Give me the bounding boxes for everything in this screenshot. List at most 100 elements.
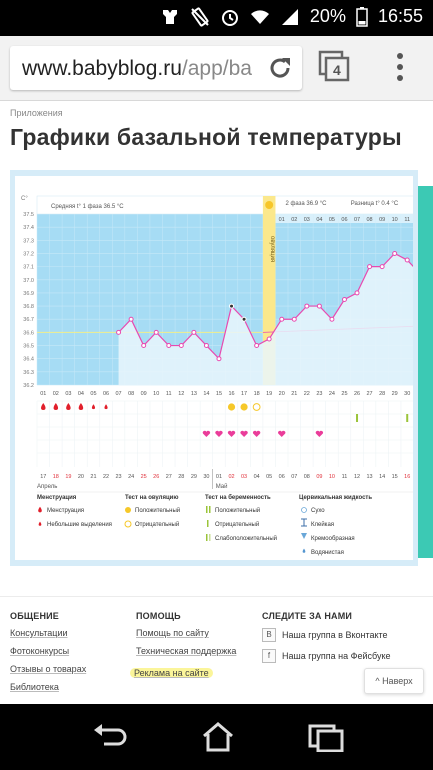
home-icon[interactable] [198,722,238,752]
cycle-day-label: 30 [404,391,410,397]
date-label: 12 [354,474,360,480]
date-label: 18 [53,474,59,480]
top-day-cell [288,214,301,223]
temperature-point [216,356,222,362]
legend-title-cervical: Цервикальная жидкость [299,495,372,501]
footer-link-ads[interactable]: Реклама на сайте [130,668,236,678]
back-to-top-button[interactable]: ^ Наверх [364,668,424,694]
rotate-off-icon [191,7,209,26]
date-label: 13 [367,474,373,480]
date-label: 14 [379,474,385,480]
y-tick-label: 36.3 [23,370,34,376]
top-day-cell [313,214,326,223]
cycle-day-label: 16 [228,391,234,397]
legend-sticky-icon [301,518,307,527]
footer-link[interactable]: Техническая поддержка [136,646,237,656]
page-title: Графики базальной температуры [10,124,402,150]
menstruation-drop-icon [41,403,46,410]
legend-pregtest-weak-icon [206,534,208,541]
legend-ovtest-pos-icon [125,507,131,513]
footer-link[interactable]: Помощь по сайту [136,628,209,638]
footer-link[interactable]: Фотоконкурсы [10,646,70,656]
cycle-day-label: 01 [40,391,46,397]
temperature-point [229,303,235,309]
legend-dry-icon [301,507,307,513]
temperature-point [291,316,297,322]
facebook-link[interactable]: f Наша группа на Фейсбуке [262,649,391,663]
date-label: 22 [103,474,109,480]
top-day-cell [375,214,389,223]
legend-creamy: Кремообразная [311,536,355,542]
legend-pregtest-weak: Слабоположительный [215,535,277,542]
bbt-chart: 37.5 37.4 37.3 37.2 37.1 37.0 36.9 36.8 36.7 36.6… [21,195,413,556]
recent-apps-icon[interactable] [306,722,346,752]
wifi-icon [250,9,269,24]
legend-ovtest-neg-icon [124,520,132,528]
date-label: 19 [65,474,71,480]
footer-link[interactable]: Библиотека [10,682,59,692]
intercourse-heart-icon [202,430,211,437]
temperature-point [141,343,147,349]
reload-icon[interactable] [266,54,294,82]
intercourse-heart-icon [315,430,323,437]
date-label: 28 [178,474,184,480]
legend-pregtest-neg: Отрицательный [215,521,259,528]
temperature-point [178,343,184,349]
legend-pregtest-pos: Положительный [215,507,260,514]
cycle-day-label: 07 [116,391,122,397]
date-label: 03 [241,474,247,480]
temperature-point [241,316,247,322]
date-label: 10 [329,474,335,480]
cycle-day-label: 17 [241,391,247,397]
ovulation-test-positive-icon [227,403,236,411]
footer-link[interactable]: Консультации [10,628,68,638]
intercourse-heart-icon [240,430,248,437]
cycle-day-label: 13 [191,391,197,397]
y-tick-label: 37.3 [23,238,34,244]
top-day-cell [325,214,339,223]
cycle-day-label: 27 [367,391,373,397]
legend-watery: Водянистая [311,550,344,556]
footer-link[interactable]: Отзывы о товарах [10,664,87,674]
vk-link[interactable]: B Наша группа в Вконтакте [262,628,391,642]
cycle-day-label: 25 [341,391,347,397]
top-day-label: 11 [404,217,410,223]
footer-col-community: ОБЩЕНИЕ Консультации Фотоконкурсы Отзывы… [10,611,86,700]
back-icon[interactable] [90,722,130,752]
footer-col-follow: СЛЕДИТЕ ЗА НАМИ B Наша группа в Вконтакте… [262,611,391,670]
breadcrumb[interactable]: Приложения [10,108,63,118]
date-label: 07 [291,474,297,480]
cycle-day-label: 24 [329,391,335,397]
battery-percent: 20% [309,6,346,26]
date-label: 29 [191,474,197,480]
url-path: /app/ba [181,57,252,80]
cycle-day-label: 26 [354,391,360,397]
legend-menstruation-icon [38,506,42,513]
cycle-day-label: 22 [304,391,310,397]
legend-ovtest-pos: Положительный [135,507,180,514]
overflow-menu-icon[interactable] [395,52,405,82]
intercourse-heart-icon [253,430,261,437]
month-label-may: Май [216,483,228,490]
cycle-day-label: 11 [166,391,172,397]
temperature-point [392,250,398,256]
temperature-area [118,253,413,385]
footer-heading: ПОМОЩЬ [136,611,181,621]
date-label: 16 [404,474,410,480]
top-day-label: 08 [367,217,373,223]
date-label: 24 [128,474,134,480]
side-tab[interactable] [418,186,433,558]
cycle-day-label: 02 [53,391,59,397]
address-bar[interactable]: www.babyblog.ru/app/ba [10,46,302,90]
top-day-label: 09 [379,217,385,223]
legend-pregtest-pos-icon-2 [209,506,211,513]
chart-header-strip [36,195,413,215]
url-text[interactable]: www.babyblog.ru/app/ba [22,57,262,81]
spotting-drop-icon [91,404,96,410]
y-axis-label: С° [21,196,28,202]
date-row-bg [37,469,413,481]
date-label: 06 [279,474,285,480]
y-tick-label: 37.2 [23,251,34,257]
ovulation-label: овуляция [269,236,275,262]
tabs-button[interactable] [318,50,350,82]
